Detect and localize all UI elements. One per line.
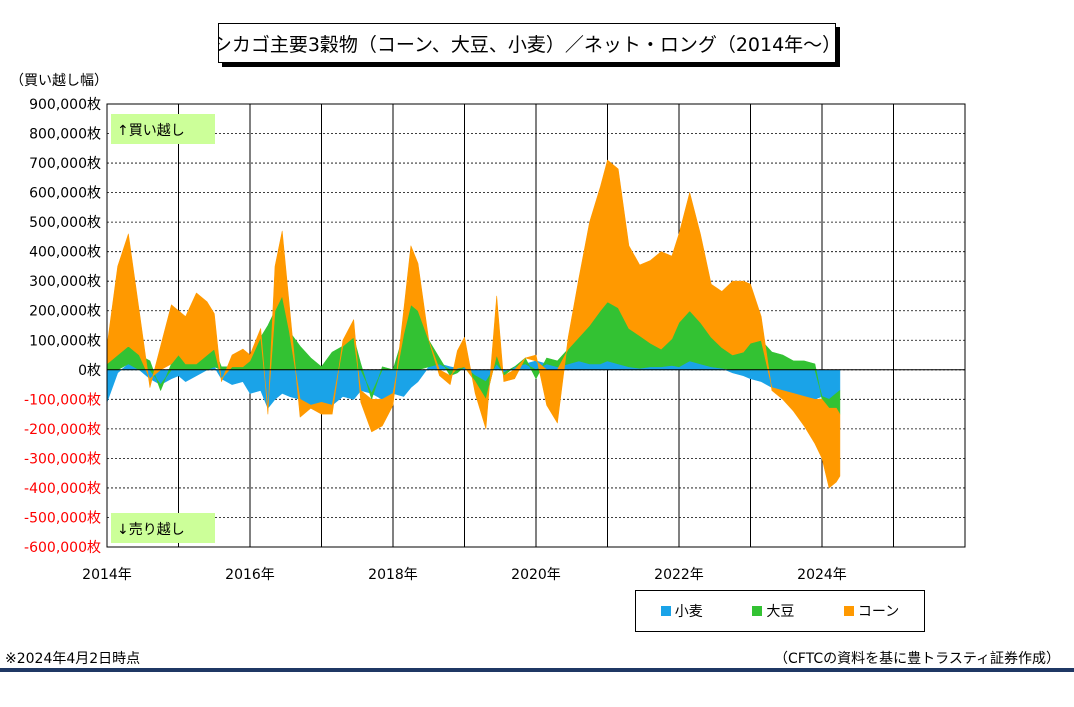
y-tick-label: -400,000枚 bbox=[24, 481, 101, 497]
x-tick-label: 2024年 bbox=[797, 567, 847, 583]
legend-swatch-soybean bbox=[752, 606, 763, 616]
legend-swatch-corn bbox=[843, 606, 854, 616]
y-tick-label: -600,000枚 bbox=[24, 540, 101, 556]
y-tick-label: 700,000枚 bbox=[29, 156, 101, 172]
y-tick-labels: 900,000枚 800,000枚 700,000枚 600,000枚 500,000枚… bbox=[24, 97, 101, 556]
y-tick-label: 900,000枚 bbox=[29, 97, 101, 113]
annotation-long: ↑買い越し bbox=[117, 123, 185, 139]
legend-item-corn: コーン bbox=[843, 601, 900, 621]
bottom-rule bbox=[0, 668, 1074, 672]
y-tick-label: 0枚 bbox=[78, 363, 101, 379]
legend-swatch-wheat bbox=[660, 606, 671, 616]
plot-frame bbox=[106, 103, 966, 548]
legend-label-wheat: 小麦 bbox=[674, 604, 703, 620]
y-tick-label: 100,000枚 bbox=[29, 333, 101, 349]
y-tick-label: 400,000枚 bbox=[29, 245, 101, 261]
footnote-date: ※2024年4月2日時点 bbox=[5, 651, 141, 667]
y-tick-label: 200,000枚 bbox=[29, 304, 101, 320]
chart-title-text: シカゴ主要3穀物（コーン、大豆、小麦）／ネット・ロング（2014年～） bbox=[218, 33, 836, 56]
annotation-short: ↓売り越し bbox=[117, 522, 185, 538]
y-tick-label: -200,000枚 bbox=[24, 422, 101, 438]
y-tick-label: 800,000枚 bbox=[29, 127, 101, 143]
x-tick-label: 2016年 bbox=[225, 567, 275, 583]
x-tick-label: 2020年 bbox=[511, 567, 561, 583]
y-tick-label: 300,000枚 bbox=[29, 274, 101, 290]
y-tick-label: -500,000枚 bbox=[24, 510, 101, 526]
legend-item-soybean: 大豆 bbox=[752, 601, 794, 621]
y-tick-label: 500,000枚 bbox=[29, 215, 101, 231]
annotation-short-bg bbox=[111, 513, 215, 543]
y-tick-label: 600,000枚 bbox=[29, 186, 101, 202]
y-axis-unit-label: （買い越し幅） bbox=[10, 73, 108, 89]
footnote-source: （CFTCの資料を基に豊トラスティ証券作成） bbox=[774, 651, 1060, 667]
legend-item-wheat: 小麦 bbox=[660, 601, 703, 621]
series-area-2 bbox=[106, 159, 841, 489]
y-tick-label: -300,000枚 bbox=[24, 451, 101, 467]
x-tick-label: 2022年 bbox=[654, 567, 704, 583]
x-tick-labels: 2014年 2016年 2018年 2020年 2022年 2024年 bbox=[82, 567, 847, 583]
legend-label-corn: コーン bbox=[857, 604, 900, 620]
legend: 小麦 大豆 コーン bbox=[635, 590, 925, 632]
x-tick-label: 2014年 bbox=[82, 567, 132, 583]
y-tick-label: -100,000枚 bbox=[24, 392, 101, 408]
plot-border bbox=[106, 103, 966, 548]
x-tick-label: 2018年 bbox=[368, 567, 418, 583]
annotations: ↑買い越し ↓売り越し bbox=[111, 114, 215, 543]
annotation-long-bg bbox=[111, 114, 215, 144]
legend-label-soybean: 大豆 bbox=[766, 604, 795, 620]
chart-title: シカゴ主要3穀物（コーン、大豆、小麦）／ネット・ロング（2014年～） bbox=[218, 23, 836, 63]
